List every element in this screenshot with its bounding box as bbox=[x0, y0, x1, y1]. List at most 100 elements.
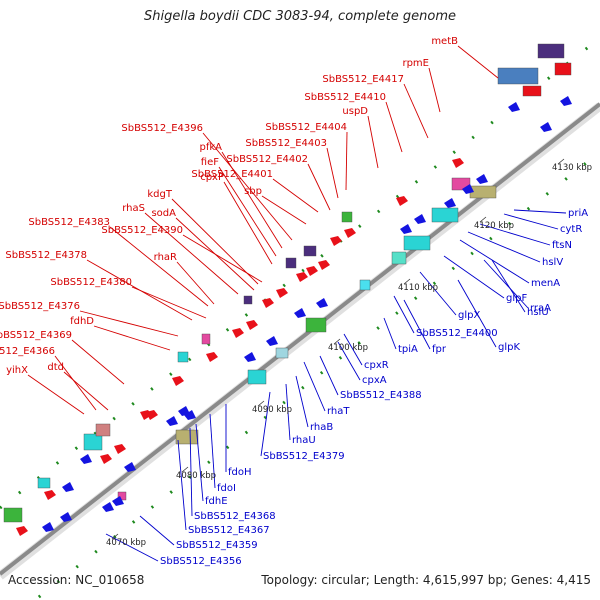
forward-gene-label[interactable]: SbBS512_E4366 bbox=[0, 346, 55, 357]
leader-line bbox=[403, 83, 429, 139]
reverse-gene-label[interactable]: cpxA bbox=[362, 375, 387, 386]
feature-tracks bbox=[3, 43, 572, 536]
reverse-gene-label[interactable]: SbBS512_E4359 bbox=[176, 540, 258, 551]
forward-gene-label[interactable]: dtd bbox=[47, 362, 64, 373]
reverse-gene-label[interactable]: hslV bbox=[542, 257, 563, 268]
leader-line bbox=[93, 325, 171, 351]
forward-gene-label[interactable]: SbBS512_E4401 bbox=[191, 169, 273, 180]
forward-gene-label[interactable]: SbBS512_E4417 bbox=[322, 74, 404, 85]
reverse-gene-label[interactable]: rraA bbox=[530, 303, 551, 314]
forward-gene-arrow bbox=[246, 320, 258, 330]
gene-block bbox=[303, 245, 317, 257]
gene-block bbox=[391, 251, 407, 265]
forward-gene-label[interactable]: SbBS512_E4390 bbox=[101, 225, 183, 236]
forward-gene-label[interactable]: uspD bbox=[342, 106, 368, 117]
reverse-gene-label[interactable]: tpiA bbox=[398, 344, 418, 355]
leader-line bbox=[383, 317, 397, 350]
forward-gene-label[interactable]: metB bbox=[431, 36, 458, 47]
reverse-gene-label[interactable]: fdoH bbox=[228, 467, 252, 478]
forward-gene-label[interactable]: SbBS512_E4383 bbox=[28, 217, 110, 228]
scale-tick-label: 4100 kbp bbox=[328, 343, 368, 353]
reverse-gene-label[interactable]: glpX bbox=[458, 310, 480, 321]
forward-gene-label[interactable]: SbBS512_E4402 bbox=[226, 154, 308, 165]
reverse-gene-label[interactable]: SbBS512_E4368 bbox=[194, 511, 276, 522]
forward-gene-arrow bbox=[114, 444, 126, 454]
reverse-gene-label[interactable]: rhaU bbox=[292, 435, 316, 446]
leader-line bbox=[303, 361, 326, 412]
reverse-gene-arrow bbox=[540, 122, 552, 132]
reverse-gene-label[interactable]: rhaT bbox=[327, 406, 350, 417]
leader-line bbox=[209, 413, 216, 489]
leader-line bbox=[467, 231, 541, 263]
scale-tick-mark bbox=[479, 216, 487, 223]
forward-gene-label[interactable]: sodA bbox=[151, 208, 176, 219]
forward-gene-arrow bbox=[44, 490, 56, 500]
leader-line bbox=[491, 259, 526, 313]
scale-tick-mark bbox=[181, 466, 189, 473]
forward-gene-label[interactable]: rhaR bbox=[154, 252, 177, 263]
leader-line bbox=[71, 339, 125, 385]
forward-gene-label[interactable]: SbBS512_E4404 bbox=[265, 122, 347, 133]
forward-gene-label[interactable]: SbBS512_E4403 bbox=[245, 138, 327, 149]
accession-label: Accession: NC_010658 bbox=[8, 573, 145, 587]
forward-gene-arrow bbox=[396, 196, 408, 206]
reverse-gene-label[interactable]: SbBS512_E4400 bbox=[416, 328, 498, 339]
reverse-gene-label[interactable]: SbBS512_E4379 bbox=[263, 451, 345, 462]
scale-tick-label: 4110 kbp bbox=[398, 283, 438, 293]
operon-block bbox=[497, 67, 539, 85]
leader-line bbox=[27, 374, 85, 415]
forward-gene-label[interactable]: fieF bbox=[201, 157, 219, 168]
forward-gene-label[interactable]: pfkA bbox=[200, 142, 223, 153]
leader-line bbox=[307, 163, 331, 211]
scale-tick-label: 4080 kbp bbox=[176, 471, 216, 481]
forward-gene-label[interactable]: cpxP bbox=[200, 172, 224, 183]
leader-line bbox=[144, 212, 239, 295]
gene-block bbox=[275, 347, 289, 359]
gene-block bbox=[175, 429, 199, 445]
forward-gene-label[interactable]: sbp bbox=[244, 186, 262, 197]
forward-gene-arrow bbox=[262, 298, 274, 308]
reverse-gene-label[interactable]: fdhE bbox=[205, 496, 228, 507]
leader-line bbox=[403, 299, 431, 350]
reverse-gene-label[interactable]: cytR bbox=[560, 224, 582, 235]
forward-gene-label[interactable]: rpmE bbox=[402, 58, 429, 69]
reverse-gene-arrow bbox=[102, 502, 114, 512]
scale-tick-mark bbox=[403, 278, 411, 285]
reverse-gene-label[interactable]: cpxR bbox=[364, 360, 389, 371]
reverse-gene-label[interactable]: fdoI bbox=[217, 483, 236, 494]
forward-gene-label[interactable]: fdhD bbox=[70, 316, 94, 327]
reverse-gene-label[interactable]: SbBS512_E4388 bbox=[340, 390, 422, 401]
leader-line bbox=[385, 101, 403, 153]
reverse-gene-arrow bbox=[414, 214, 426, 224]
reverse-gene-arrow bbox=[60, 512, 72, 522]
reverse-gene-arrow bbox=[560, 96, 572, 106]
forward-gene-label[interactable]: SbBS512_E4380 bbox=[50, 277, 132, 288]
reverse-gene-label[interactable]: glpF bbox=[506, 293, 527, 304]
map-title: Shigella boydii CDC 3083-94, complete ge… bbox=[143, 9, 457, 24]
forward-gene-label[interactable]: SbBS512_E4369 bbox=[0, 330, 72, 341]
reverse-gene-label[interactable]: SbBS512_E4356 bbox=[160, 556, 242, 567]
reverse-gene-label[interactable]: rhaB bbox=[310, 422, 333, 433]
forward-gene-label[interactable]: SbBS512_E4396 bbox=[121, 123, 203, 134]
forward-gene-label[interactable]: kdgT bbox=[147, 189, 172, 200]
reverse-gene-label[interactable]: menA bbox=[531, 278, 560, 289]
reverse-gene-arrow bbox=[112, 496, 124, 506]
scale-tick-mark bbox=[257, 400, 265, 407]
reverse-gene-arrow bbox=[62, 482, 74, 492]
scale-tick-mark bbox=[333, 338, 341, 345]
forward-gene-label[interactable]: yihX bbox=[6, 365, 28, 376]
forward-gene-label[interactable]: SbBS512_E4378 bbox=[5, 250, 87, 261]
reverse-gene-label[interactable]: hslU bbox=[527, 307, 549, 318]
leader-line bbox=[343, 333, 363, 366]
reverse-gene-label[interactable]: SbBS512_E4367 bbox=[188, 525, 270, 536]
reverse-gene-label[interactable]: fpr bbox=[432, 344, 447, 355]
forward-gene-label[interactable]: SbBS512_E4410 bbox=[304, 92, 386, 103]
forward-gene-label[interactable]: rhaS bbox=[122, 203, 145, 214]
gene-block bbox=[431, 207, 459, 223]
forward-gene-label[interactable]: SbBS512_E4376 bbox=[0, 301, 80, 312]
reverse-gene-label[interactable]: ftsN bbox=[552, 240, 572, 251]
reverse-gene-label[interactable]: glpK bbox=[498, 342, 520, 353]
leader-line bbox=[479, 223, 551, 246]
reverse-gene-label[interactable]: priA bbox=[568, 208, 588, 219]
